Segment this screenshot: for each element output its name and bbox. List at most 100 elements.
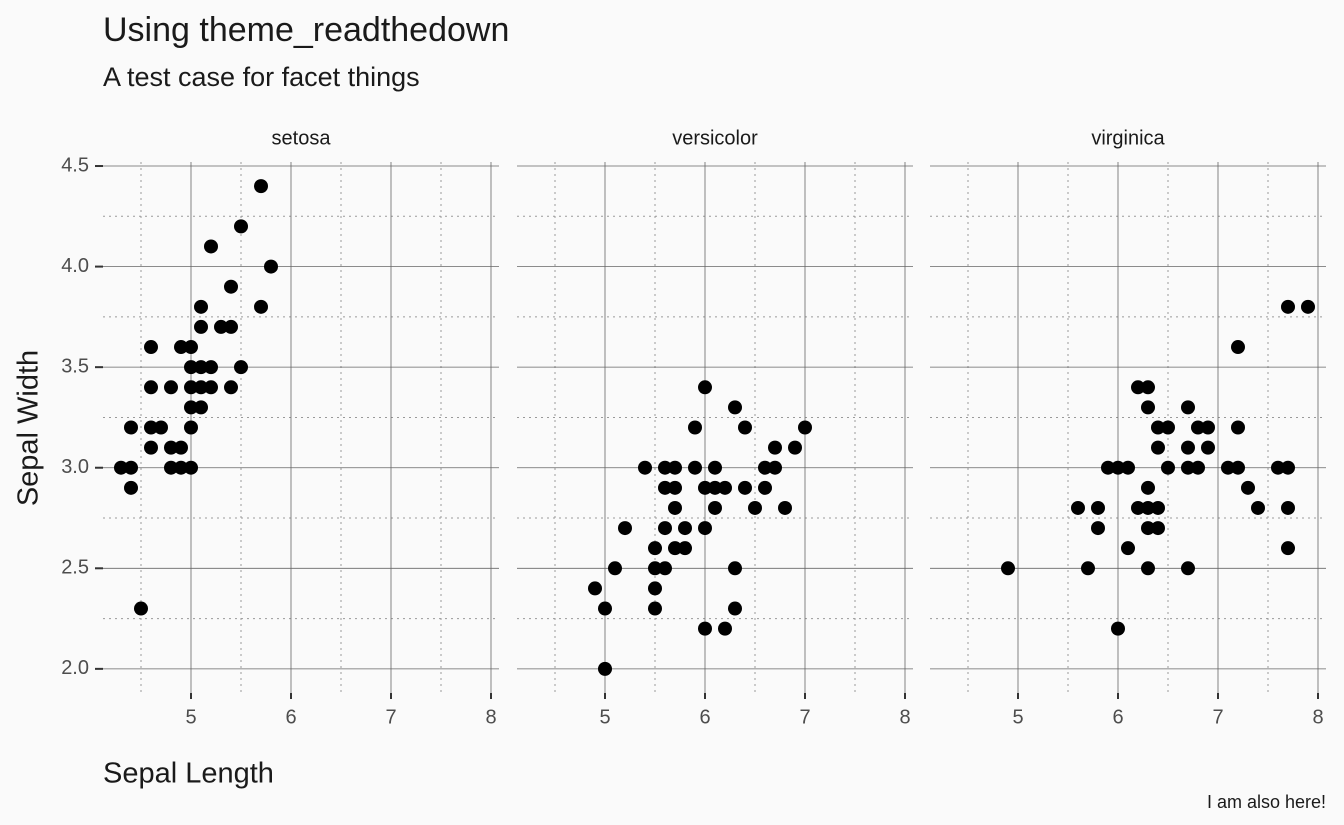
x-tick-label: 6 — [699, 706, 710, 728]
point — [778, 500, 792, 515]
facet-label: setosa — [272, 127, 332, 149]
point — [658, 561, 672, 576]
chart-title: Using theme_readthedown — [103, 11, 509, 49]
point — [144, 440, 158, 455]
point — [1181, 440, 1195, 455]
point — [658, 480, 672, 495]
point — [1001, 561, 1015, 576]
point — [1141, 380, 1155, 395]
point — [1181, 561, 1195, 576]
point — [1151, 500, 1165, 515]
x-tick-label: 5 — [599, 706, 610, 728]
point — [1071, 500, 1085, 515]
point — [1091, 521, 1105, 536]
point — [184, 420, 198, 435]
point — [658, 521, 672, 536]
point — [194, 400, 208, 415]
point — [728, 400, 742, 415]
point — [688, 460, 702, 475]
point — [1191, 460, 1205, 475]
point — [1141, 400, 1155, 415]
point — [1141, 500, 1155, 515]
x-tick-label: 8 — [1312, 706, 1323, 728]
point — [1141, 561, 1155, 576]
point — [1161, 420, 1175, 435]
point — [204, 360, 218, 375]
point — [1151, 521, 1165, 536]
point — [144, 420, 158, 435]
point — [1231, 460, 1245, 475]
point — [164, 380, 178, 395]
point — [788, 440, 802, 455]
point — [164, 460, 178, 475]
point — [184, 360, 198, 375]
point — [1201, 440, 1215, 455]
point — [194, 380, 208, 395]
point — [154, 420, 168, 435]
point — [738, 480, 752, 495]
x-tick-label: 5 — [185, 706, 196, 728]
point — [698, 380, 712, 395]
point — [124, 420, 138, 435]
point — [708, 460, 722, 475]
point — [254, 179, 268, 194]
point — [224, 380, 238, 395]
point — [648, 581, 662, 596]
point — [1231, 420, 1245, 435]
x-tick-label: 7 — [799, 706, 810, 728]
facet-label: virginica — [1091, 127, 1165, 149]
point — [194, 360, 208, 375]
point — [184, 380, 198, 395]
point — [1221, 460, 1235, 475]
point — [1161, 460, 1175, 475]
point — [144, 380, 158, 395]
point — [1111, 621, 1125, 636]
x-tick-label: 5 — [1012, 706, 1023, 728]
x-tick-label: 7 — [385, 706, 396, 728]
point — [718, 621, 732, 636]
point — [1131, 380, 1145, 395]
x-tick-label: 7 — [1212, 706, 1223, 728]
point — [768, 440, 782, 455]
point — [798, 420, 812, 435]
y-tick-label: 4.5 — [61, 154, 89, 176]
point — [224, 279, 238, 294]
chart-subtitle: A test case for facet things — [103, 62, 420, 92]
point — [184, 400, 198, 415]
y-tick-label: 3.0 — [61, 456, 89, 478]
point — [758, 460, 772, 475]
point — [638, 460, 652, 475]
point — [224, 319, 238, 334]
point — [194, 319, 208, 334]
point — [588, 581, 602, 596]
point — [204, 239, 218, 254]
point — [748, 500, 762, 515]
point — [598, 661, 612, 676]
point — [698, 521, 712, 536]
point — [1241, 480, 1255, 495]
point — [254, 299, 268, 314]
facet-label: versicolor — [672, 127, 758, 149]
x-axis-title: Sepal Length — [103, 758, 274, 790]
y-tick-label: 3.5 — [61, 355, 89, 377]
point — [1141, 480, 1155, 495]
point — [174, 460, 188, 475]
y-axis-title: Sepal Width — [13, 350, 45, 506]
point — [648, 561, 662, 576]
point — [1301, 299, 1315, 314]
point — [1281, 500, 1295, 515]
point — [738, 420, 752, 435]
point — [708, 480, 722, 495]
point — [1181, 400, 1195, 415]
point — [184, 460, 198, 475]
point — [678, 541, 692, 556]
point — [1111, 460, 1125, 475]
point — [1191, 420, 1205, 435]
point — [1201, 420, 1215, 435]
point — [1081, 561, 1095, 576]
point — [134, 601, 148, 616]
point — [214, 319, 228, 334]
point — [1281, 541, 1295, 556]
x-tick-label: 8 — [899, 706, 910, 728]
